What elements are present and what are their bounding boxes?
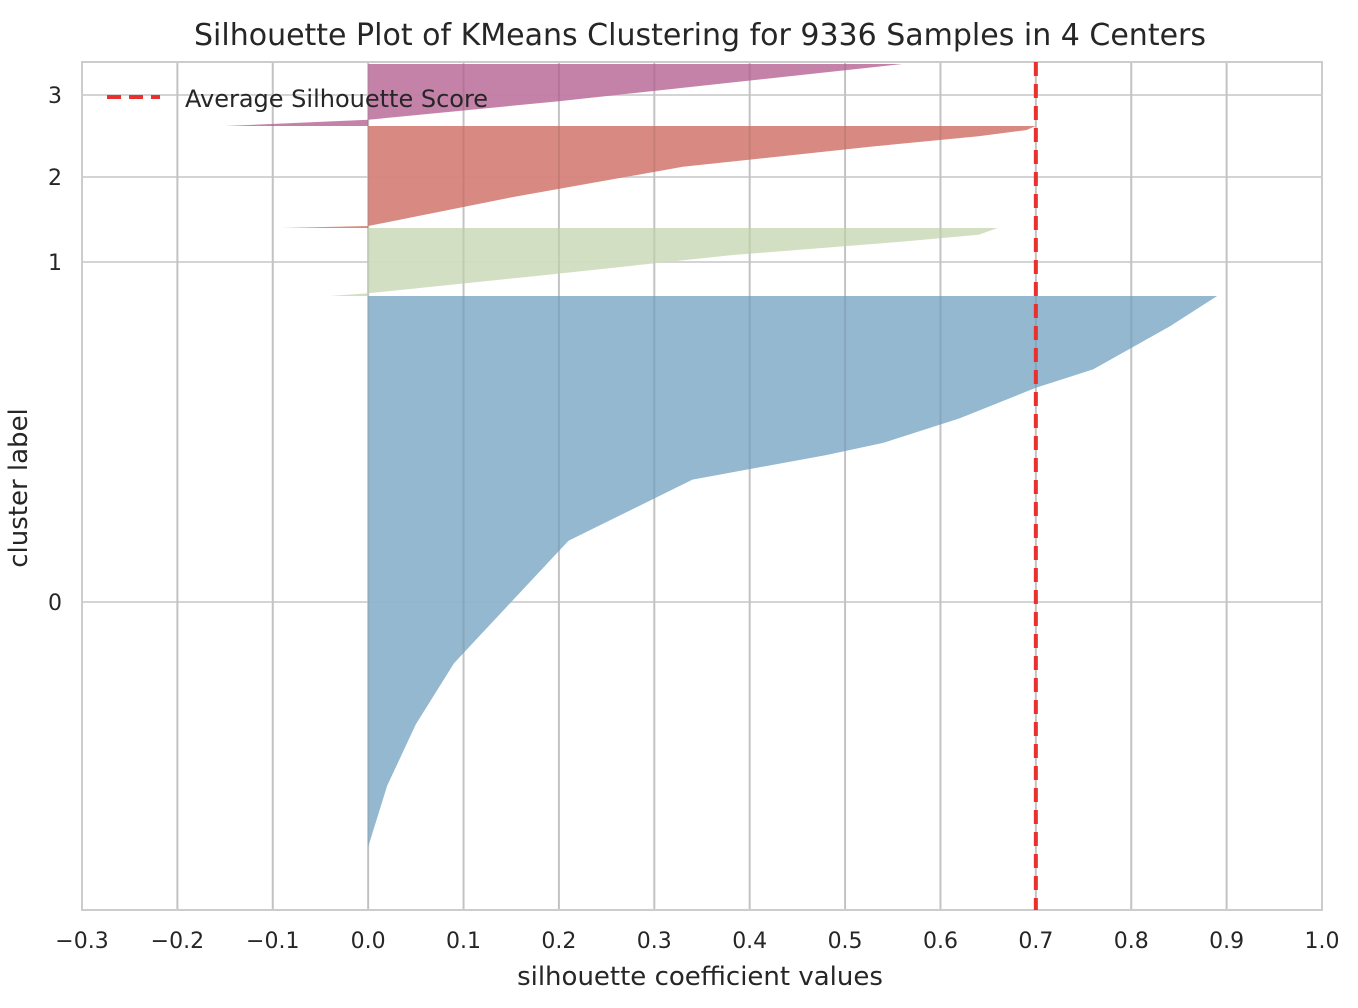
x-tick-label: 0.1 xyxy=(446,929,481,954)
x-tick-label: 0.4 xyxy=(732,929,767,954)
cluster-2-area xyxy=(282,126,1036,228)
cluster-3-area xyxy=(225,64,903,126)
plot-frame xyxy=(81,61,1323,911)
x-tick-label: 0.9 xyxy=(1209,929,1244,954)
x-tick-label: 1.0 xyxy=(1305,929,1340,954)
x-tick-label: 0.5 xyxy=(828,929,863,954)
x-tick-label: −0.2 xyxy=(151,929,204,954)
cluster-1-area xyxy=(330,228,998,296)
legend: Average Silhouette Score xyxy=(107,85,488,113)
x-tick-label: 0.0 xyxy=(351,929,386,954)
y-tick-label: 0 xyxy=(48,591,62,616)
x-tick-label: −0.1 xyxy=(246,929,299,954)
chart-title: Silhouette Plot of KMeans Clustering for… xyxy=(194,18,1206,53)
legend-label: Average Silhouette Score xyxy=(185,85,488,113)
y-tick-labels: 0 1 2 3 xyxy=(48,84,62,616)
cluster-areas xyxy=(81,62,1323,910)
y-tick-label: 3 xyxy=(48,84,62,109)
y-tick-label: 2 xyxy=(48,166,62,191)
grid-lines xyxy=(81,62,1323,910)
x-tick-label: 0.2 xyxy=(541,929,576,954)
x-tick-label: 0.3 xyxy=(637,929,672,954)
x-axis-label: silhouette coefficient values xyxy=(517,962,883,992)
y-tick-label: 1 xyxy=(48,251,62,276)
x-tick-label: −0.3 xyxy=(55,929,108,954)
x-tick-labels: −0.3 −0.2 −0.1 0.0 0.1 0.2 0.3 0.4 0.5 0.6 0.7 0.8 0… xyxy=(55,929,1339,954)
x-tick-label: 0.8 xyxy=(1114,929,1149,954)
x-tick-label: 0.6 xyxy=(923,929,958,954)
y-axis-label: cluster label xyxy=(4,408,34,568)
x-tick-label: 0.7 xyxy=(1018,929,1053,954)
cluster-0-area xyxy=(368,296,1218,908)
